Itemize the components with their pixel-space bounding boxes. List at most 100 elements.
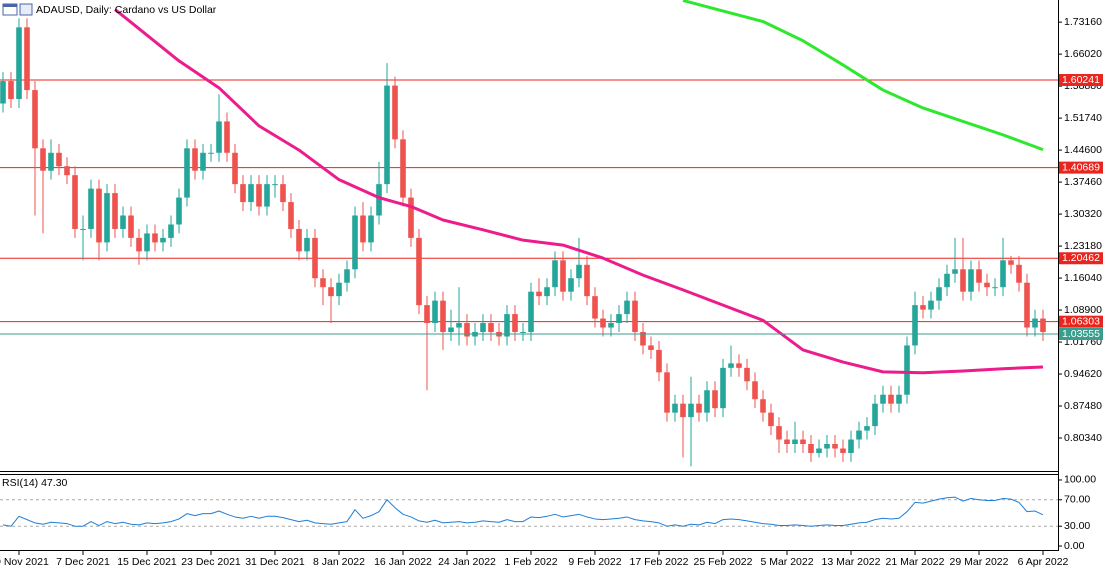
- moving-average: [682, 0, 1044, 152]
- candle-body: [800, 439, 806, 445]
- candle-body: [896, 394, 902, 404]
- candle-body: [120, 215, 126, 229]
- candle-body: [32, 90, 38, 149]
- candle-body: [528, 291, 534, 333]
- candle-body: [608, 323, 614, 328]
- candle-body: [792, 439, 798, 445]
- candle-body: [400, 139, 406, 198]
- x-tick-label: 6 Apr 2022: [1018, 556, 1069, 568]
- candle-body: [952, 269, 958, 274]
- candle-body: [512, 314, 518, 333]
- y-tick-label: 1.23180: [1064, 240, 1102, 252]
- symbol-icon: [2, 3, 33, 16]
- candle-body: [1016, 264, 1022, 283]
- level-label-box: [1059, 315, 1103, 328]
- candle-body: [832, 444, 838, 449]
- y-tick-label: 1.51740: [1064, 112, 1102, 124]
- candle-body: [432, 300, 438, 324]
- candle-body: [176, 197, 182, 225]
- candle-body: [312, 237, 318, 279]
- candle-body: [944, 273, 950, 288]
- chart-title: ADAUSD, Daily: Cardano vs US Dollar: [36, 4, 217, 16]
- rsi-pane: [0, 496, 1058, 527]
- candle-body: [864, 426, 870, 431]
- candle-body: [504, 314, 510, 337]
- candle-body: [1000, 260, 1006, 288]
- candle-body: [416, 237, 422, 306]
- candle-body: [0, 81, 6, 104]
- candle-body: [392, 85, 398, 140]
- candle-body: [456, 323, 462, 328]
- candle-body: [328, 287, 334, 297]
- candle-body: [232, 152, 238, 185]
- candle-body: [80, 228, 86, 230]
- candle-body: [648, 345, 654, 350]
- candle-body: [632, 300, 638, 333]
- candle-body: [616, 314, 622, 324]
- x-tick-label: 16 Jan 2022: [374, 556, 432, 568]
- candle-body: [24, 27, 30, 91]
- y-tick-label: 0.94620: [1064, 368, 1102, 380]
- x-tick-label: 25 Feb 2022: [694, 556, 753, 568]
- candle-body: [904, 345, 910, 395]
- candle-body: [704, 390, 710, 413]
- candle-body: [256, 184, 262, 207]
- candle-body: [376, 184, 382, 216]
- candle-body: [552, 260, 558, 288]
- x-tick-label: 24 Jan 2022: [438, 556, 496, 568]
- candle-body: [1032, 318, 1038, 328]
- x-tick-label: 29 Nov 2021: [0, 556, 49, 568]
- x-tick-label: 21 Mar 2022: [886, 556, 945, 568]
- candle-body: [808, 444, 814, 453]
- candle-body: [936, 287, 942, 301]
- y-tick-label: 1.37460: [1064, 176, 1102, 188]
- level-label: 1.20462: [1062, 252, 1100, 264]
- level-label-box: [1059, 161, 1103, 174]
- candle-body: [640, 332, 646, 346]
- candle-body: [280, 184, 286, 203]
- candle-body: [360, 215, 366, 243]
- candle-body: [352, 215, 358, 270]
- y-tick-label: 0.87480: [1064, 400, 1102, 412]
- candle-body: [264, 184, 270, 207]
- candle-body: [696, 403, 702, 413]
- x-tick-label: 17 Feb 2022: [630, 556, 689, 568]
- level-label: 1.60241: [1062, 74, 1100, 86]
- candle-body: [520, 332, 526, 334]
- candle-body: [288, 202, 294, 229]
- y-tick-label: 1.08900: [1064, 304, 1102, 316]
- candle-body: [1024, 282, 1030, 328]
- candle-body: [8, 81, 14, 100]
- candle-body: [96, 188, 102, 243]
- candle-body: [576, 264, 582, 279]
- candle-body: [144, 233, 150, 252]
- candle-body: [544, 287, 550, 297]
- candle-body: [216, 121, 222, 153]
- candle-body: [480, 323, 486, 333]
- y-tick-label: 1.30320: [1064, 208, 1102, 220]
- candle-body: [56, 152, 62, 167]
- x-tick-label: 8 Jan 2022: [313, 556, 365, 568]
- level-label: 1.40689: [1062, 161, 1100, 173]
- candle-body: [992, 287, 998, 289]
- candle-body: [192, 148, 198, 171]
- x-tick-label: 29 Mar 2022: [950, 556, 1009, 568]
- candle-body: [584, 264, 590, 297]
- candle-body: [888, 394, 894, 404]
- candle-body: [184, 148, 190, 198]
- x-tick-label: 7 Dec 2021: [56, 556, 110, 568]
- x-tick-label: 5 Mar 2022: [760, 556, 813, 568]
- candle-body: [776, 426, 782, 440]
- candle-body: [1040, 318, 1046, 333]
- indicator-title: RSI(14) 47.30: [2, 477, 68, 489]
- y-tick-label: 1.66020: [1064, 48, 1102, 60]
- y-tick-label: 1.16040: [1064, 272, 1102, 284]
- candle-body: [840, 448, 846, 453]
- candle-body: [160, 237, 166, 243]
- candle-body: [208, 152, 214, 154]
- candle-body: [912, 305, 918, 346]
- candle-body: [136, 237, 142, 252]
- candle-body: [984, 282, 990, 288]
- candle-body: [104, 193, 110, 243]
